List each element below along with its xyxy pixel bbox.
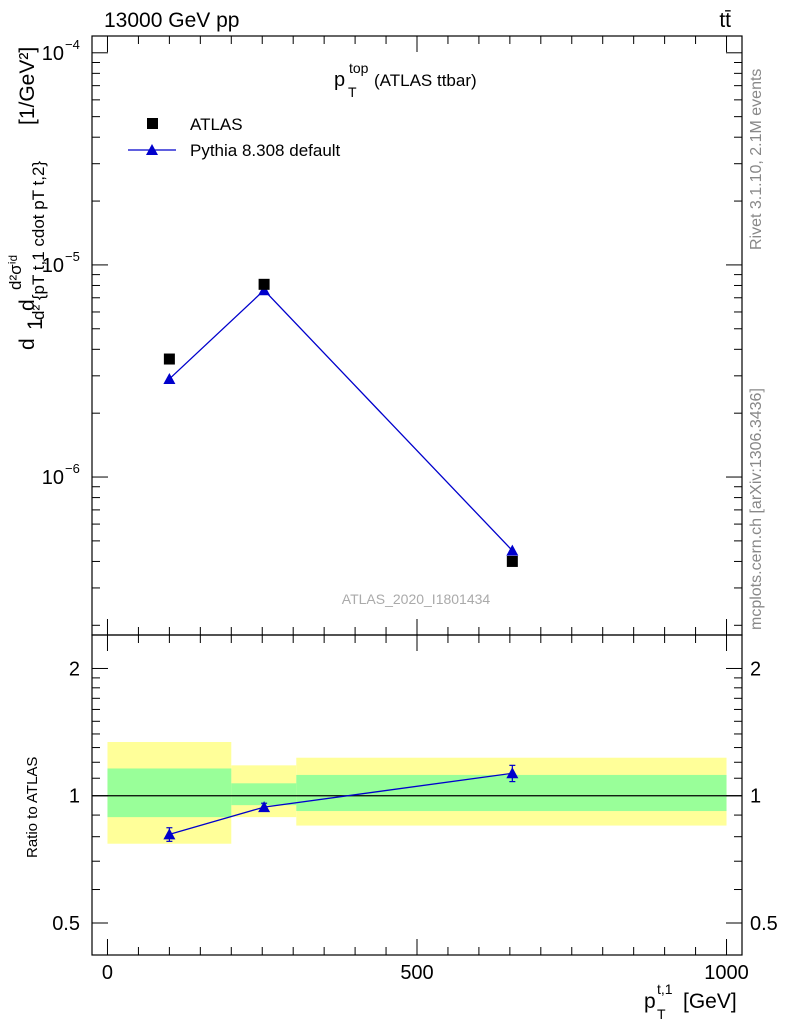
y-label-frac: 1 xyxy=(24,318,47,330)
main-panel-axes: 10−610−510−4 xyxy=(42,35,743,636)
plot-title: p top T (ATLAS ttbar) xyxy=(334,60,477,100)
ratio-mc-point xyxy=(163,828,176,840)
ratio-band-inner xyxy=(296,774,727,812)
title-rest: (ATLAS ttbar) xyxy=(374,71,477,90)
ratio-y-tick-label-right: 1 xyxy=(750,786,761,808)
title-main: p xyxy=(334,69,345,91)
energy-label: 13000 GeV pp xyxy=(104,9,239,32)
legend-mc-marker xyxy=(146,144,158,155)
main-y-axis-label: d 1 d d²σⁱᵈ d² {pT t,1 cdot pT t,2} [1/G… xyxy=(6,47,48,350)
atlas-point xyxy=(506,555,518,567)
mc-series-line xyxy=(168,289,513,552)
y-label-numerator: d²σⁱᵈ xyxy=(6,255,25,290)
x-tick-label: 0 xyxy=(102,962,113,984)
main-y-tick-label: 10 xyxy=(42,43,64,65)
x-tick-label: 1000 xyxy=(704,962,749,984)
ratio-panel-axes: 0.5 0.5 1 1 2 2 0 500 1000 xyxy=(52,634,778,984)
x-axis-label: p t,1 T [GeV] xyxy=(644,981,737,1022)
ratio-panel-data xyxy=(163,764,519,842)
main-panel-data xyxy=(163,278,519,567)
ratio-band-inner xyxy=(231,783,297,806)
ratio-bands xyxy=(107,741,727,844)
x-label-p: p xyxy=(644,990,656,1013)
ratio-y-tick-label-left: 0.5 xyxy=(52,913,80,935)
y-label-denominator: d² {pT t,1 cdot pT t,2} xyxy=(29,161,48,320)
mc-point xyxy=(163,372,176,384)
x-label-sub: T xyxy=(657,1006,666,1022)
x-tick-label: 500 xyxy=(400,962,433,984)
title-sub: T xyxy=(348,84,357,100)
ratio-y-tick-label-left: 1 xyxy=(69,786,80,808)
legend-mc-label: Pythia 8.308 default xyxy=(190,141,341,160)
rivet-version-text: Rivet 3.1.10, 2.1M events xyxy=(748,69,765,250)
process-label: tt̄ xyxy=(719,9,731,32)
main-y-tick-label: 10 xyxy=(42,255,64,277)
legend-data-label: ATLAS xyxy=(190,115,243,134)
ratio-mc-point xyxy=(506,767,519,779)
main-y-tick-label: 10 xyxy=(42,467,64,489)
atlas-point xyxy=(163,353,175,365)
ratio-y-axis-label: Ratio to ATLAS xyxy=(24,757,41,858)
main-y-tick-exponent: −5 xyxy=(65,249,80,264)
y-label-unit: [1/GeV²] xyxy=(16,47,39,125)
y-label-sigma-d: d xyxy=(16,299,39,311)
ratio-y-tick-label-right: 2 xyxy=(750,658,761,680)
ratio-mc-point xyxy=(258,801,271,813)
x-label-sup: t,1 xyxy=(657,981,673,997)
ratio-band-inner xyxy=(107,768,232,818)
main-y-tick-exponent: −4 xyxy=(65,37,80,52)
analysis-watermark: ATLAS_2020_I1801434 xyxy=(342,591,491,607)
legend-data-marker xyxy=(147,118,158,129)
y-label-d: d xyxy=(16,338,39,350)
main-y-tick-exponent: −6 xyxy=(65,461,80,476)
legend: ATLAS Pythia 8.308 default xyxy=(128,115,341,160)
ratio-y-tick-label-right: 0.5 xyxy=(750,913,778,935)
x-label-unit: [GeV] xyxy=(683,990,737,1013)
source-text: mcplots.cern.ch [arXiv:1306.3436] xyxy=(748,388,765,630)
atlas-point xyxy=(258,278,270,290)
ratio-y-tick-label-left: 2 xyxy=(69,658,80,680)
title-sup: top xyxy=(349,60,369,76)
mc-point xyxy=(506,544,519,556)
